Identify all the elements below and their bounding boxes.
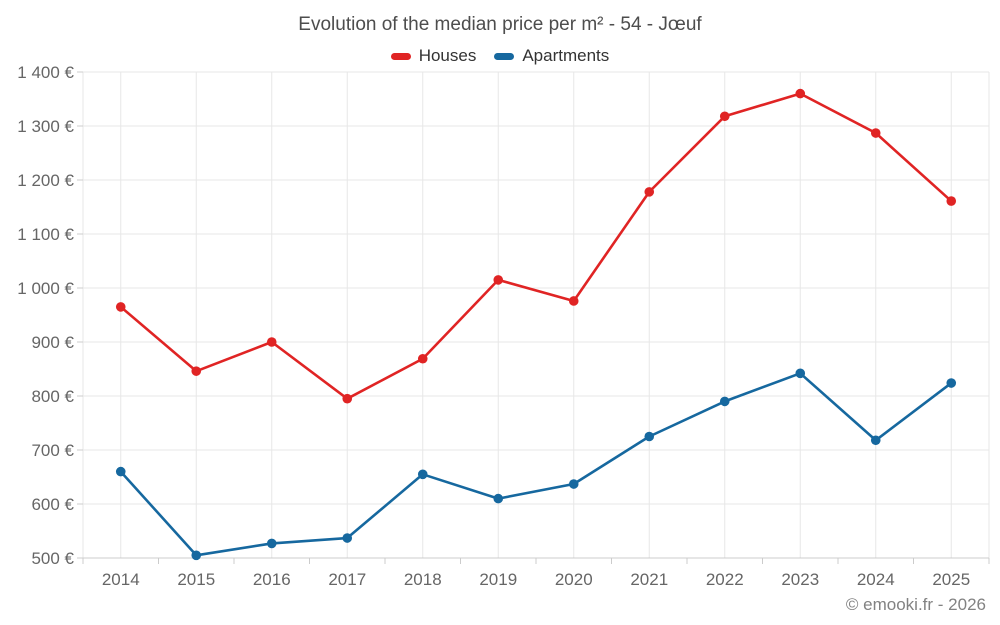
x-axis-label: 2022 <box>706 570 744 589</box>
legend-label: Houses <box>418 46 477 65</box>
y-axis-label: 700 € <box>31 441 74 460</box>
data-point-apartments-2025[interactable] <box>946 378 957 388</box>
legend-swatch-icon <box>390 52 411 60</box>
legend-label: Apartments <box>522 46 610 65</box>
x-axis-label: 2019 <box>479 570 517 589</box>
x-axis-label: 2024 <box>857 570 895 589</box>
data-point-apartments-2023[interactable] <box>795 368 806 379</box>
x-axis-label: 2018 <box>404 570 442 589</box>
data-point-apartments-2015[interactable] <box>191 550 202 561</box>
data-point-houses-2025[interactable] <box>946 196 957 206</box>
series-line-apartments <box>119 372 953 557</box>
y-axis-label: 900 € <box>31 333 74 352</box>
series-line-houses <box>119 92 953 401</box>
y-axis-label: 600 € <box>31 495 74 514</box>
data-point-apartments-2021[interactable] <box>644 431 655 442</box>
data-point-houses-2016[interactable] <box>266 337 277 347</box>
data-point-houses-2015[interactable] <box>191 366 202 376</box>
y-axis-label: 1 300 € <box>17 117 74 136</box>
data-point-apartments-2014[interactable] <box>115 466 126 477</box>
data-point-apartments-2016[interactable] <box>266 538 277 549</box>
chart-title: Evolution of the median price per m² - 5… <box>298 14 702 35</box>
data-point-apartments-2024[interactable] <box>870 435 881 446</box>
data-point-apartments-2022[interactable] <box>719 396 730 407</box>
data-point-houses-2020[interactable] <box>568 296 579 306</box>
legend-swatch-icon <box>494 52 515 60</box>
x-axis-label: 2020 <box>555 570 593 589</box>
y-axis-label: 800 € <box>31 387 74 406</box>
x-axis-label: 2025 <box>932 570 970 589</box>
x-axis-label: 2023 <box>781 570 819 589</box>
chart-legend: Houses Apartments <box>0 46 1000 66</box>
data-point-houses-2022[interactable] <box>719 111 730 122</box>
data-point-houses-2018[interactable] <box>417 353 428 364</box>
y-axis-label: 500 € <box>31 549 74 568</box>
x-axis-label: 2017 <box>328 570 366 589</box>
y-axis-label: 1 400 € <box>17 63 74 82</box>
y-axis-label: 1 000 € <box>17 279 74 298</box>
x-axis-label: 2021 <box>630 570 668 589</box>
legend-item-houses[interactable]: Houses <box>390 46 477 66</box>
data-point-houses-2021[interactable] <box>644 187 655 197</box>
data-point-apartments-2017[interactable] <box>342 533 353 543</box>
y-axis-label: 1 200 € <box>17 171 74 190</box>
data-point-houses-2014[interactable] <box>115 302 126 312</box>
data-point-houses-2017[interactable] <box>342 393 353 404</box>
data-point-apartments-2018[interactable] <box>417 469 428 480</box>
y-axis-label: 1 100 € <box>17 225 74 244</box>
data-point-houses-2023[interactable] <box>795 88 806 99</box>
data-point-apartments-2020[interactable] <box>568 479 579 489</box>
data-point-apartments-2019[interactable] <box>493 493 504 504</box>
data-point-houses-2024[interactable] <box>870 128 881 138</box>
x-axis-label: 2015 <box>177 570 215 589</box>
legend-item-apartments[interactable]: Apartments <box>494 46 609 66</box>
x-axis-label: 2016 <box>253 570 291 589</box>
x-axis-label: 2014 <box>102 570 140 589</box>
copyright-note: © emooki.fr - 2026 <box>845 595 986 614</box>
data-point-houses-2019[interactable] <box>493 275 504 285</box>
